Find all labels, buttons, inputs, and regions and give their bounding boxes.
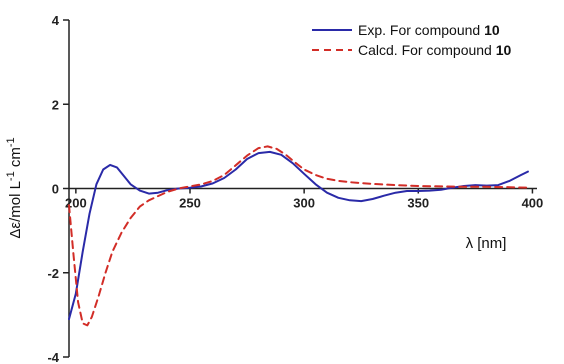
y-tick-label: 2 [52, 97, 59, 112]
y-axis-title-sup1: -1 [5, 171, 17, 181]
x-axis-title: λ [nm] [466, 235, 507, 252]
x-tick-label: 300 [293, 196, 315, 211]
y-axis-title-mid: cm [7, 147, 24, 171]
legend-label-compound-number: 10 [496, 42, 512, 58]
y-tick-label: 0 [52, 182, 59, 197]
y-tick-label: -4 [47, 350, 59, 364]
legend-label-text: Exp. For compound [358, 22, 484, 38]
y-tick-label: 4 [52, 13, 60, 28]
y-tick-label: -2 [47, 266, 59, 281]
legend-label-calcd: Calcd. For compound 10 [358, 42, 512, 58]
legend-label-exp: Exp. For compound 10 [358, 22, 500, 38]
legend-label-compound-number: 10 [484, 22, 500, 38]
x-tick-label: 400 [522, 196, 544, 211]
series-line-calcd [68, 145, 529, 327]
y-axis-title-base: Δε/mol L [7, 181, 24, 239]
x-tick-label: 250 [179, 196, 201, 211]
series-line-exp [68, 150, 529, 321]
y-axis-title: Δε/mol L-1 cm-1 [5, 137, 24, 238]
legend-label-text: Calcd. For compound [358, 42, 496, 58]
y-axis-title-sup2: -1 [5, 137, 17, 147]
axes: 4 2 0 -2 -4 200 250 300 350 400 [47, 13, 543, 364]
series-layer [68, 145, 529, 327]
x-tick-label: 350 [407, 196, 429, 211]
x-tick-label: 200 [65, 196, 87, 211]
